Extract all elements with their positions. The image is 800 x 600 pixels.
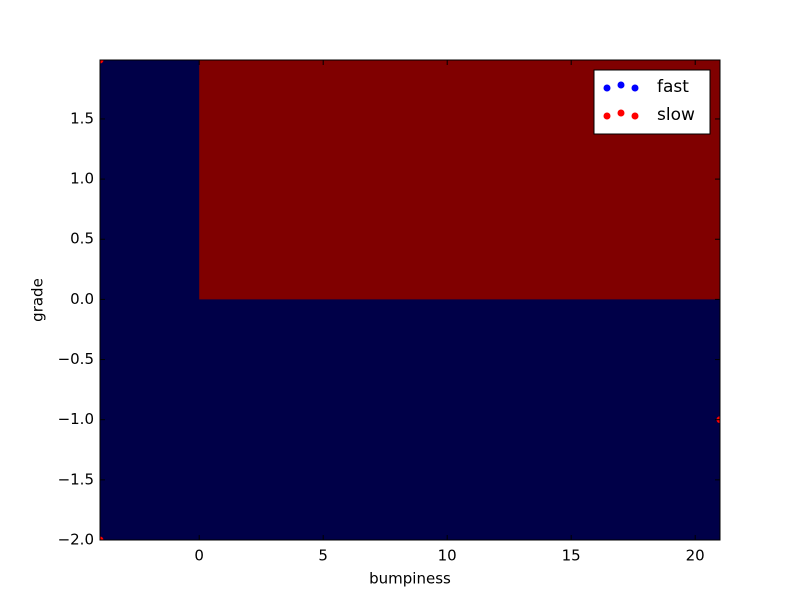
x-tick-label: 10 xyxy=(438,547,457,565)
y-tick-label: −1.5 xyxy=(58,470,94,488)
legend-marker xyxy=(617,109,625,117)
x-axis-label: bumpiness xyxy=(369,570,451,588)
legend-marker xyxy=(631,112,639,120)
y-tick-label: 1.0 xyxy=(70,170,94,188)
x-tick-label: 0 xyxy=(194,547,204,565)
x-tick-label: 20 xyxy=(686,547,705,565)
point xyxy=(100,536,104,540)
x-tick-label: 15 xyxy=(562,547,581,565)
y-tick-label: 0.0 xyxy=(70,290,94,308)
legend-label: slow xyxy=(657,105,695,125)
y-tick-label: −1.0 xyxy=(58,410,94,428)
legend-marker xyxy=(603,112,611,120)
legend-marker xyxy=(631,84,639,92)
legend-marker xyxy=(617,81,625,89)
legend-marker xyxy=(603,84,611,92)
y-axis-label: grade xyxy=(29,278,47,322)
axes-frame xyxy=(99,59,721,541)
y-tick-label: 1.5 xyxy=(70,109,94,127)
legend-box xyxy=(593,69,711,135)
x-tick-label: 5 xyxy=(318,547,328,565)
legend-label: fast xyxy=(657,77,689,97)
y-tick-label: −2.0 xyxy=(58,531,94,549)
y-tick-label: 0.5 xyxy=(70,230,94,248)
y-tick-label: −0.5 xyxy=(58,350,94,368)
point xyxy=(100,60,104,64)
